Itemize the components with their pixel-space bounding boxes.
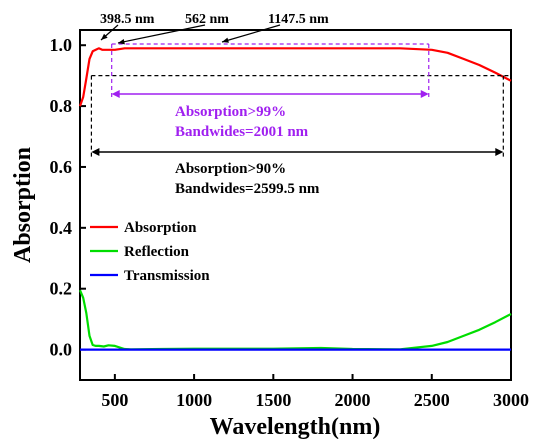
peak-label-398: 398.5 nm xyxy=(100,12,155,27)
peak-pointer-1147 xyxy=(221,24,281,43)
y-axis-label: Absorption xyxy=(10,147,36,263)
plot-frame xyxy=(79,29,512,381)
peak-pointer-398-head xyxy=(101,33,108,40)
x-tick-label-2500: 2500 xyxy=(414,390,450,410)
legend-label-absorption: Absorption xyxy=(124,220,197,236)
peak-pointer-562-head xyxy=(118,39,125,45)
band99-line1: Absorption>99% xyxy=(175,104,286,120)
legend: Absorption Reflection Transmission xyxy=(90,220,210,284)
y-tick-label-0.4: 0.4 xyxy=(50,218,73,238)
y-tick-label-0.6: 0.6 xyxy=(50,157,73,177)
band90-line1: Absorption>90% xyxy=(175,161,286,177)
y-tick-label-0.8: 0.8 xyxy=(50,96,73,116)
band99-arrow-left xyxy=(111,90,120,98)
y-tick-label-1: 1.0 xyxy=(50,35,73,55)
x-axis-label: Wavelength(nm) xyxy=(210,414,381,439)
peak-pointer-1147-head xyxy=(222,37,229,43)
band90-arrow-left xyxy=(91,148,100,156)
peak-pointer-562 xyxy=(117,24,206,44)
legend-label-reflection: Reflection xyxy=(124,244,190,260)
annotation-layer xyxy=(90,24,511,158)
y-tick-label-0: 0.0 xyxy=(50,340,73,360)
series-line-absorption xyxy=(78,47,512,107)
band90-line2: Bandwides=2599.5 nm xyxy=(175,181,320,197)
x-tick-label-3000: 3000 xyxy=(493,390,529,410)
x-tick-label-2000: 2000 xyxy=(335,390,371,410)
axis-ticks: 500 1000 1500 2000 2500 3000 0.0 0.2 0.4 0.6 0.8 1.… xyxy=(50,35,530,410)
band99-arrow-right xyxy=(420,90,429,98)
peak-label-1147: 1147.5 nm xyxy=(268,12,329,27)
peak-label-562: 562 nm xyxy=(185,12,229,27)
x-tick-label-1000: 1000 xyxy=(176,390,212,410)
band99-line2: Bandwides=2001 nm xyxy=(175,124,309,140)
x-tick-label-1500: 1500 xyxy=(255,390,291,410)
y-tick-label-0.2: 0.2 xyxy=(50,279,73,299)
band90-arrow-right xyxy=(495,148,504,156)
x-tick-label-500: 500 xyxy=(101,390,128,410)
series-line-reflection xyxy=(78,289,512,351)
series-layer xyxy=(78,47,512,351)
legend-label-transmission: Transmission xyxy=(124,268,210,284)
